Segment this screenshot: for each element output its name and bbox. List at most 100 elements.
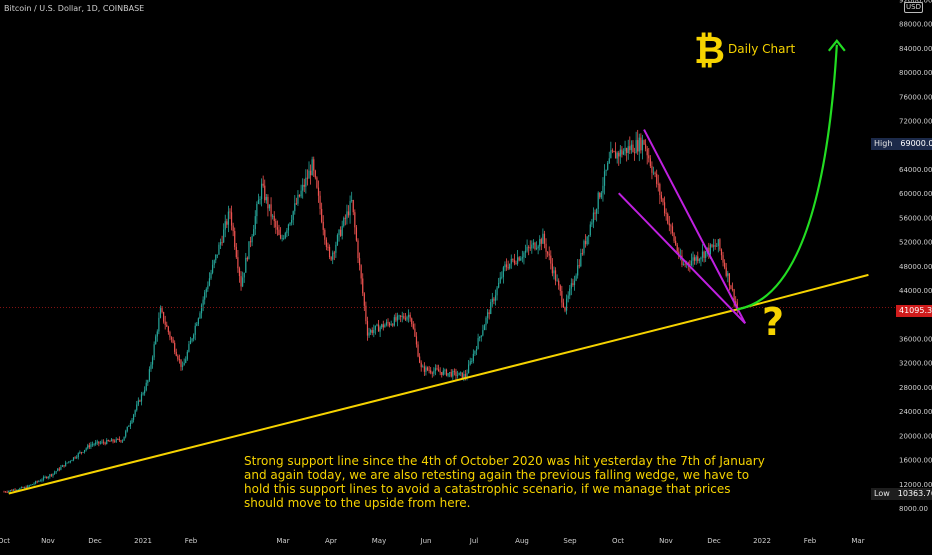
currency-label[interactable]: USD	[904, 2, 923, 13]
candle-body	[344, 217, 346, 219]
candle	[275, 218, 277, 234]
candle	[602, 177, 604, 202]
candle	[91, 441, 94, 447]
candle	[98, 441, 100, 447]
candle-body	[370, 330, 372, 333]
candle-body	[197, 318, 199, 325]
candle-body	[265, 197, 267, 201]
candle-body	[172, 339, 174, 343]
daily-chart-label: Daily Chart	[728, 42, 796, 56]
candle	[254, 210, 256, 235]
candle-body	[700, 257, 702, 260]
candle	[396, 312, 399, 327]
candle-body	[145, 382, 147, 391]
candle	[253, 224, 255, 237]
candle-body	[556, 280, 558, 282]
candle	[671, 222, 674, 237]
y-tick-label: 60000.00	[899, 190, 932, 198]
candle	[712, 238, 715, 252]
high-price-badge: High 69000.00	[871, 138, 932, 150]
candle	[395, 312, 397, 323]
candle-body	[260, 183, 263, 200]
candle-body	[9, 490, 11, 491]
candle-body	[371, 330, 373, 333]
candle	[365, 301, 367, 325]
candle	[714, 239, 716, 250]
candle-body	[115, 438, 117, 442]
candle-body	[286, 230, 288, 234]
candle	[730, 284, 732, 290]
y-tick-label: 64000.00	[899, 166, 932, 174]
candle	[286, 228, 288, 238]
candle	[279, 227, 282, 240]
candle	[174, 340, 176, 355]
candle	[517, 250, 519, 266]
candle	[733, 288, 735, 308]
candle	[455, 368, 457, 381]
candle-body	[200, 305, 203, 314]
candle	[433, 367, 435, 377]
candle-body	[682, 263, 685, 265]
candle-body	[114, 441, 116, 443]
candle	[178, 354, 181, 364]
candle	[561, 285, 563, 308]
candle-body	[98, 441, 100, 444]
candle-body	[25, 487, 27, 489]
candle	[550, 250, 552, 270]
candle	[417, 341, 419, 358]
candle-body	[494, 295, 497, 301]
candle	[637, 129, 639, 155]
candle	[104, 441, 106, 446]
candle	[717, 238, 719, 253]
candle-body	[332, 252, 334, 260]
candle	[35, 480, 37, 485]
candle-body	[736, 302, 738, 308]
candle-body	[69, 461, 71, 462]
candle	[379, 325, 381, 338]
y-tick-label: 36000.00	[899, 335, 932, 343]
candle	[197, 317, 199, 327]
candle-body	[251, 236, 253, 243]
candle-body	[381, 324, 383, 328]
candle-body	[414, 328, 416, 337]
candle-body	[360, 265, 362, 279]
candle-body	[324, 229, 326, 240]
candle-body	[204, 292, 206, 300]
candle-body	[635, 140, 637, 153]
candle	[406, 315, 408, 322]
candle-body	[419, 356, 421, 363]
candle	[317, 180, 320, 203]
candle	[139, 399, 141, 403]
candle-body	[502, 267, 504, 277]
candle	[479, 336, 481, 342]
candle	[362, 273, 364, 297]
candle	[186, 349, 188, 361]
candle-body	[586, 236, 588, 245]
candle-body	[663, 202, 666, 214]
candle	[355, 225, 358, 242]
candle-body	[68, 461, 70, 463]
candle-body	[132, 414, 135, 420]
candle	[278, 224, 280, 236]
candle	[343, 216, 345, 228]
candle-body	[6, 491, 8, 493]
candle-body	[554, 270, 557, 281]
candle	[458, 372, 460, 376]
candle	[616, 151, 618, 164]
candle	[216, 254, 218, 259]
candle	[586, 236, 588, 246]
candle	[297, 190, 299, 206]
candle-body	[80, 452, 83, 453]
candle	[649, 155, 651, 169]
candle-body	[322, 221, 324, 230]
candle	[193, 333, 195, 342]
candle	[425, 365, 427, 376]
candle	[341, 220, 343, 240]
candle-body	[507, 267, 509, 269]
candle	[58, 467, 60, 472]
candle-body	[565, 298, 568, 311]
candle	[461, 372, 463, 379]
question-mark: ?	[762, 300, 785, 344]
candle-body	[523, 252, 525, 258]
candle-body	[137, 400, 139, 405]
